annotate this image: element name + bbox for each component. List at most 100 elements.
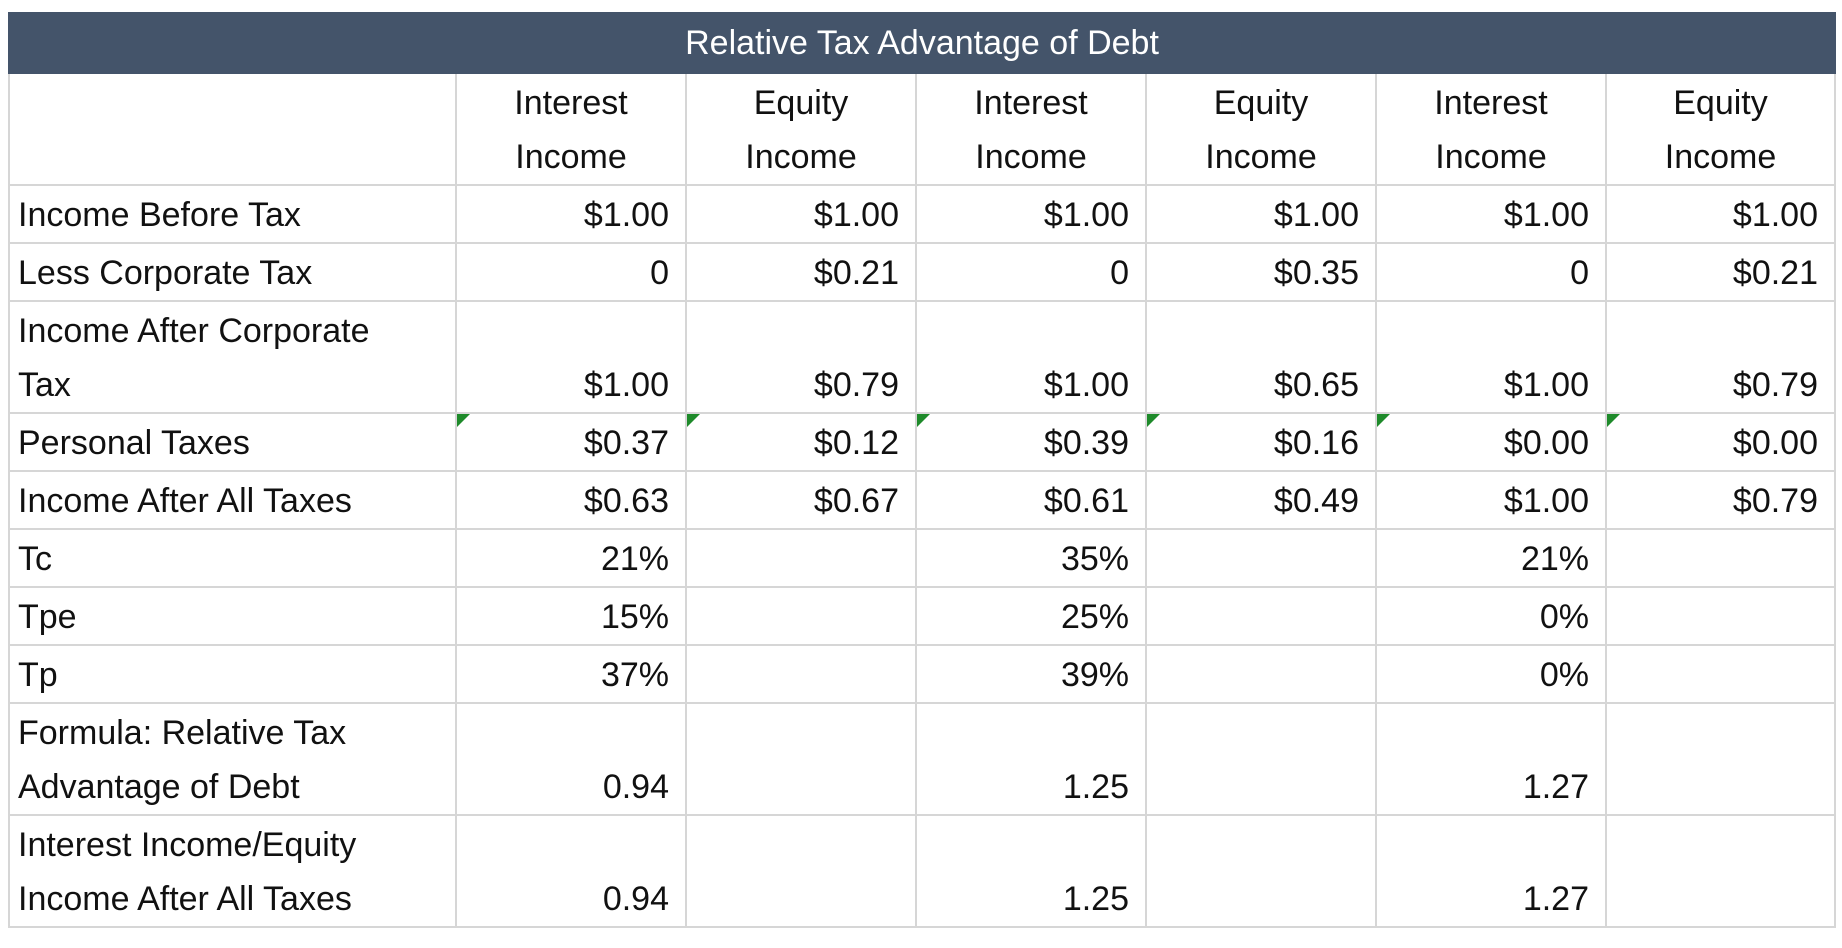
value-cell[interactable]: 37%: [455, 644, 687, 704]
value-cell[interactable]: $1.00: [455, 300, 687, 414]
table-row: Tc 21% 35% 21%: [8, 528, 1837, 588]
value-cell[interactable]: $1.00: [1604, 184, 1837, 244]
row-label-cell[interactable]: Income After Corporate Tax: [8, 300, 457, 414]
value-cell[interactable]: $1.00: [915, 184, 1147, 244]
value-cell[interactable]: 0: [455, 242, 687, 302]
table-row: Income After All Taxes $0.63 $0.67 $0.61 $0.…: [8, 470, 1837, 530]
value-cell[interactable]: $1.00: [1375, 184, 1607, 244]
value-cell[interactable]: [685, 814, 917, 928]
row-label-cell[interactable]: Less Corporate Tax: [8, 242, 457, 302]
value-cell[interactable]: $0.39: [915, 412, 1147, 472]
value-cell[interactable]: 1.27: [1375, 814, 1607, 928]
value-cell[interactable]: 0%: [1375, 644, 1607, 704]
value-cell[interactable]: $0.79: [1604, 470, 1837, 530]
value-cell[interactable]: $0.61: [915, 470, 1147, 530]
table-row: Income After Corporate Tax $1.00 $0.79 $1.00…: [8, 300, 1837, 414]
value-cell[interactable]: 35%: [915, 528, 1147, 588]
row-label-cell[interactable]: Interest Income/Equity Income After All T…: [8, 814, 457, 928]
value-cell[interactable]: [1604, 814, 1837, 928]
value-cell[interactable]: 0: [1375, 242, 1607, 302]
value-cell[interactable]: 0: [915, 242, 1147, 302]
value-cell[interactable]: 1.25: [915, 814, 1147, 928]
value-cell[interactable]: $1.00: [1375, 470, 1607, 530]
value-cell[interactable]: $0.21: [685, 242, 917, 302]
column-header-interest-income-3[interactable]: Interest Income: [1375, 72, 1607, 186]
column-header-interest-income-2[interactable]: Interest Income: [915, 72, 1147, 186]
value-cell[interactable]: 25%: [915, 586, 1147, 646]
value-cell[interactable]: 39%: [915, 644, 1147, 704]
value-cell[interactable]: [1145, 586, 1377, 646]
table-row: Income Before Tax $1.00 $1.00 $1.00 $1.00 $1.…: [8, 184, 1837, 244]
value-cell[interactable]: $0.21: [1604, 242, 1837, 302]
value-cell[interactable]: $0.67: [685, 470, 917, 530]
value-cell[interactable]: $0.79: [685, 300, 917, 414]
value-cell[interactable]: $0.16: [1145, 412, 1377, 472]
column-header-interest-income-1[interactable]: Interest Income: [455, 72, 687, 186]
value-cell[interactable]: [685, 586, 917, 646]
row-label-text: Less Corporate Tax: [18, 254, 313, 292]
row-label-cell[interactable]: Tpe: [8, 586, 457, 646]
tax-advantage-table: Relative Tax Advantage of Debt Interest I…: [7, 12, 1837, 928]
table-body: Income Before Tax $1.00 $1.00 $1.00 $1.00 $1.…: [8, 184, 1837, 928]
cell-indicator-icon: [1377, 414, 1390, 427]
table-title[interactable]: Relative Tax Advantage of Debt: [7, 12, 1837, 74]
value-cell[interactable]: $0.63: [455, 470, 687, 530]
cell-indicator-icon: [1147, 414, 1160, 427]
row-label-text: Tc: [18, 540, 52, 578]
column-header-equity-income-2[interactable]: Equity Income: [1145, 72, 1377, 186]
value-cell[interactable]: $1.00: [685, 184, 917, 244]
value-cell[interactable]: $1.00: [915, 300, 1147, 414]
value-cell[interactable]: $0.65: [1145, 300, 1377, 414]
value-cell[interactable]: 0.94: [455, 702, 687, 816]
row-label-cell[interactable]: Formula: Relative Tax Advantage of Debt: [8, 702, 457, 816]
row-label-cell[interactable]: Tc: [8, 528, 457, 588]
value-cell[interactable]: [1145, 644, 1377, 704]
value-cell[interactable]: [1145, 528, 1377, 588]
value-cell[interactable]: 21%: [1375, 528, 1607, 588]
value-cell[interactable]: 1.25: [915, 702, 1147, 816]
value-cell[interactable]: $0.79: [1604, 300, 1837, 414]
value-cell[interactable]: [1604, 702, 1837, 816]
row-label-cell[interactable]: Income After All Taxes: [8, 470, 457, 530]
value-cell[interactable]: $1.00: [1375, 300, 1607, 414]
value-cell[interactable]: [1604, 528, 1837, 588]
value-cell[interactable]: [685, 702, 917, 816]
value-cell[interactable]: [1145, 702, 1377, 816]
value-cell[interactable]: 1.27: [1375, 702, 1607, 816]
value-cell[interactable]: [685, 528, 917, 588]
table-row: Formula: Relative Tax Advantage of Debt 0.…: [8, 702, 1837, 816]
row-label-text: Tp: [18, 656, 58, 694]
column-header-equity-income-3[interactable]: Equity Income: [1604, 72, 1837, 186]
value-cell[interactable]: $1.00: [455, 184, 687, 244]
column-header-equity-income-1[interactable]: Equity Income: [685, 72, 917, 186]
value-cell[interactable]: [1145, 814, 1377, 928]
row-label-text: Advantage of Debt: [18, 768, 300, 806]
value-cell[interactable]: [685, 644, 917, 704]
value-cell[interactable]: $0.00: [1604, 412, 1837, 472]
row-label-text: Tax: [18, 366, 71, 404]
row-label-cell[interactable]: Tp: [8, 644, 457, 704]
value-cell[interactable]: $0.37: [455, 412, 687, 472]
cell-indicator-icon: [687, 414, 700, 427]
value-cell[interactable]: $1.00: [1145, 184, 1377, 244]
title-row: Relative Tax Advantage of Debt: [7, 12, 1837, 74]
value-cell[interactable]: $0.00: [1375, 412, 1607, 472]
value-cell[interactable]: 0.94: [455, 814, 687, 928]
row-label-text: Income Before Tax: [18, 196, 301, 234]
value-cell[interactable]: $0.49: [1145, 470, 1377, 530]
row-label-cell[interactable]: Personal Taxes: [8, 412, 457, 472]
value-cell[interactable]: [1604, 586, 1837, 646]
cell-indicator-icon: [457, 414, 470, 427]
value-cell[interactable]: 21%: [455, 528, 687, 588]
row-label-cell[interactable]: Income Before Tax: [8, 184, 457, 244]
header-empty-cell[interactable]: [8, 72, 457, 186]
value-cell[interactable]: 15%: [455, 586, 687, 646]
row-label-text: Income After All Taxes: [18, 482, 352, 520]
row-label-text: Income After Corporate: [18, 312, 370, 350]
header-row: Interest Income Equity Income Interest Inco…: [8, 72, 1837, 186]
value-cell[interactable]: $0.12: [685, 412, 917, 472]
value-cell[interactable]: $0.35: [1145, 242, 1377, 302]
value-cell[interactable]: 0%: [1375, 586, 1607, 646]
table-row: Tpe 15% 25% 0%: [8, 586, 1837, 646]
value-cell[interactable]: [1604, 644, 1837, 704]
